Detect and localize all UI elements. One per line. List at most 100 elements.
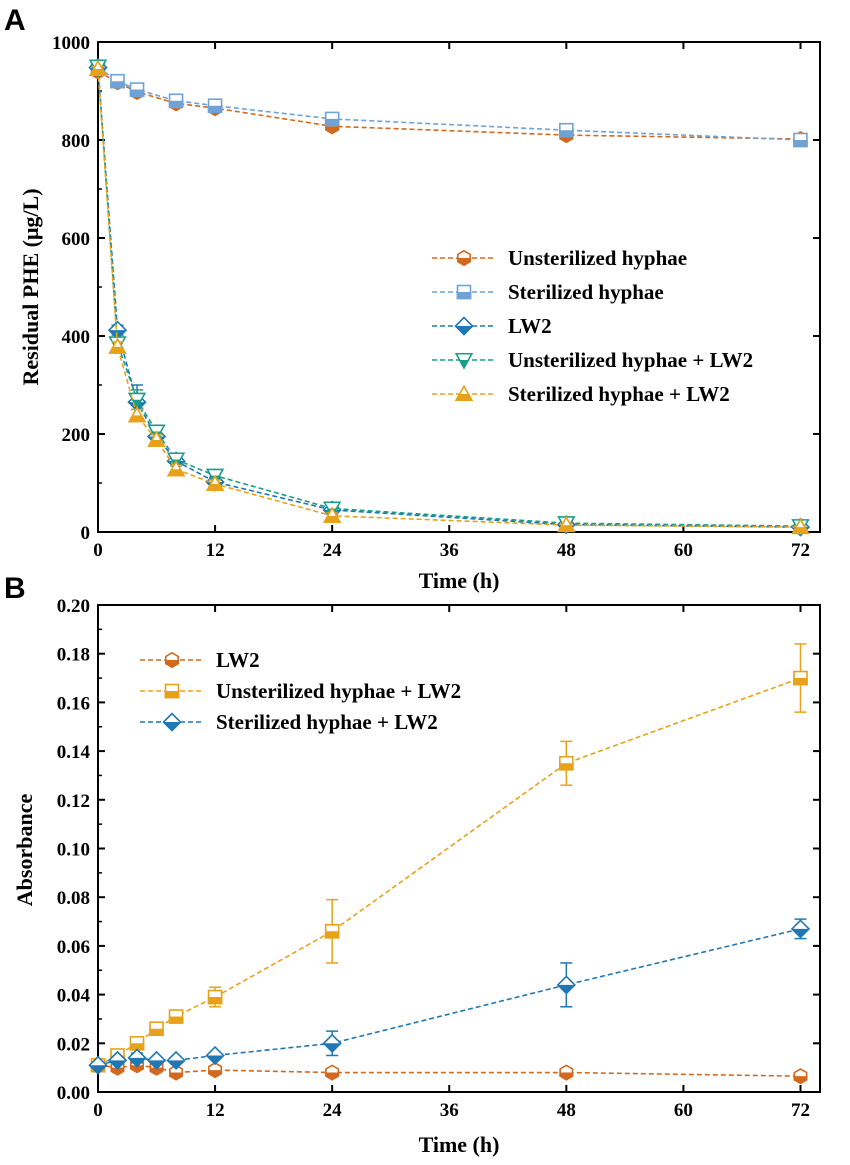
legend-item: Unsterilized hyphae + LW2 [432, 348, 753, 372]
series-4 [88, 59, 810, 535]
panel-a-series [88, 57, 811, 537]
legend-marker-fill [165, 660, 179, 669]
y-tick-label: 0.04 [57, 986, 91, 1007]
data-point-fill [110, 1067, 125, 1076]
x-tick-label: 60 [674, 540, 693, 561]
legend-marker-fill [454, 326, 474, 336]
series-0 [91, 63, 808, 148]
x-tick-label: 72 [791, 540, 810, 561]
y-tick-label: 0.20 [57, 596, 90, 617]
data-point-fill [205, 483, 225, 492]
data-point-fill [110, 81, 125, 89]
data-point-fill [793, 678, 808, 686]
y-tick-label: 0 [81, 523, 91, 544]
x-tick-label: 0 [93, 540, 103, 561]
data-point-fill [166, 1060, 186, 1070]
legend-label: Unsterilized hyphae + LW2 [508, 348, 753, 372]
data-point-fill [790, 928, 811, 939]
legend-label: Sterilized hyphae + LW2 [508, 382, 730, 406]
legend-label: LW2 [508, 314, 552, 338]
panel-a-legend: Unsterilized hyphae Sterilized hyphae LW2 U… [432, 246, 753, 406]
data-point-fill [559, 1072, 574, 1081]
series-line [97, 67, 801, 528]
series-3 [88, 59, 810, 536]
data-point-fill [168, 100, 184, 109]
data-point-fill [88, 1065, 108, 1075]
x-tick-label: 48 [557, 540, 576, 561]
data-point-fill [149, 1028, 164, 1036]
legend-label: Unsterilized hyphae + LW2 [216, 679, 461, 703]
data-point-fill [127, 1057, 147, 1068]
panel-b-y-axis-title: Absorbance [12, 794, 37, 907]
y-tick-label: 0.00 [57, 1083, 90, 1104]
y-tick-label: 0.18 [57, 645, 90, 666]
legend-item: LW2 [432, 314, 552, 338]
legend-item: Unsterilized hyphae [432, 246, 687, 270]
data-point-fill [793, 1076, 808, 1085]
series-1 [90, 60, 808, 148]
series-line [97, 928, 801, 1066]
y-tick-label: 0.16 [57, 693, 90, 714]
panel-a-letter: A [4, 4, 26, 37]
data-point-fill [108, 346, 127, 354]
data-point-fill [325, 126, 340, 135]
series-2 [88, 918, 811, 1075]
legend-item: Sterilized hyphae + LW2 [140, 710, 438, 734]
data-point-fill [129, 89, 145, 97]
x-tick-label: 36 [440, 1100, 459, 1121]
data-point-fill [557, 525, 576, 533]
data-point-fill [793, 140, 808, 148]
data-point-fill [166, 469, 186, 477]
data-point-fill [324, 118, 340, 127]
y-tick-label: 600 [62, 229, 91, 250]
y-tick-label: 0.14 [57, 742, 91, 763]
legend-label: LW2 [216, 648, 260, 672]
data-point-fill [88, 68, 108, 76]
panel-a-x-axis-title: Time (h) [419, 568, 500, 593]
y-tick-label: 400 [62, 327, 91, 348]
data-point-fill [324, 931, 340, 939]
data-point-fill [205, 1055, 225, 1066]
legend-label: Sterilized hyphae + LW2 [216, 710, 438, 734]
series-line [97, 1064, 801, 1077]
y-tick-label: 0.10 [57, 840, 90, 861]
data-point-fill [559, 130, 574, 138]
panel-b: B 0 12 24 36 48 60 720.000.020.040.060.080.100… [4, 572, 821, 1157]
data-point-fill [127, 415, 147, 423]
y-tick-label: 0.08 [57, 888, 90, 909]
legend-marker-fill [456, 292, 472, 300]
panel-a-y-axis-title: Residual PHE (μg/L) [18, 188, 43, 385]
legend-marker-fill [457, 258, 471, 267]
legend-item: Sterilized hyphae [432, 280, 664, 304]
y-tick-label: 200 [62, 425, 91, 446]
x-tick-label: 12 [206, 540, 225, 561]
data-point-fill [107, 1060, 128, 1070]
panel-a-axes: 0 12 24 36 48 60 72 0 200 400 600 800 1000 [52, 33, 820, 561]
series-1 [90, 643, 808, 1073]
legend-item: Sterilized hyphae + LW2 [432, 382, 730, 406]
data-point-fill [323, 515, 342, 523]
data-point-fill [168, 1016, 184, 1024]
data-point-fill [791, 527, 810, 535]
y-tick-label: 0.12 [57, 791, 90, 812]
data-point-fill [146, 1060, 167, 1070]
series-line [97, 66, 801, 141]
legend-label: Unsterilized hyphae [508, 246, 687, 270]
data-point-fill [208, 1070, 223, 1079]
x-tick-label: 36 [440, 540, 459, 561]
series-line [97, 70, 801, 140]
x-tick-label: 0 [93, 1100, 103, 1121]
legend-item: LW2 [140, 648, 260, 672]
panel-b-letter: B [4, 572, 26, 605]
panel-b-x-axis-title: Time (h) [419, 1132, 500, 1157]
panel-b-legend: LW2 Unsterilized hyphae + LW2 Sterilized h… [140, 648, 461, 734]
series-2 [88, 57, 811, 537]
data-point-fill [169, 1072, 184, 1081]
data-point-fill [325, 1072, 340, 1081]
data-point-fill [130, 1065, 145, 1074]
series-0 [91, 1057, 808, 1085]
data-point-fill [556, 984, 576, 995]
x-tick-label: 24 [323, 540, 343, 561]
panel-b-series [88, 643, 811, 1085]
x-tick-label: 60 [674, 1100, 693, 1121]
